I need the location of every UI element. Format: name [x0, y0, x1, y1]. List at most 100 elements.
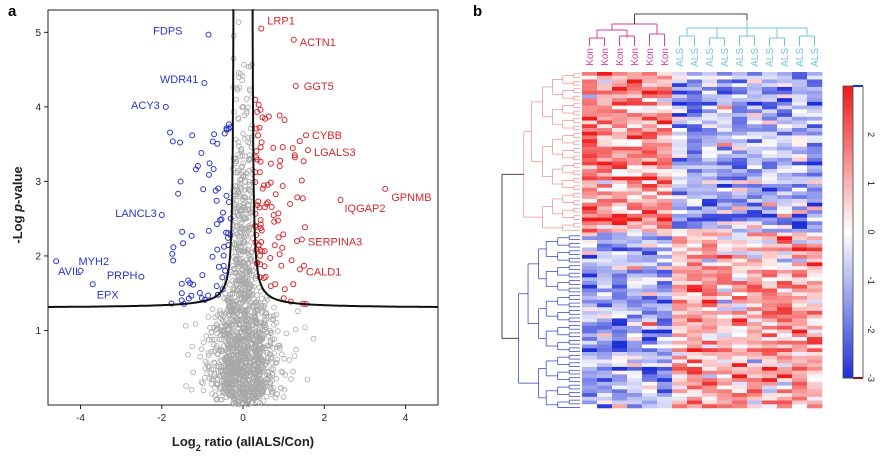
nonsignificant-point	[236, 74, 242, 81]
heatmap-cell	[597, 348, 613, 353]
nonsignificant-point	[246, 222, 252, 229]
heatmap-cell	[777, 113, 793, 118]
heatmap-cell	[687, 366, 703, 371]
nonsignificant-points	[182, 19, 317, 408]
heatmap-cell	[687, 146, 703, 151]
heatmap-cell	[777, 225, 793, 230]
heatmap-cell	[732, 116, 748, 121]
significant-point	[300, 158, 307, 165]
heatmap-cell	[777, 329, 793, 334]
significant-points	[53, 25, 389, 307]
heatmap-cell	[642, 333, 658, 338]
heatmap-cell	[687, 344, 703, 349]
nonsignificant-point	[246, 214, 252, 221]
heatmap-cell	[627, 299, 643, 304]
heatmap-cell	[762, 366, 778, 371]
heatmap-cell	[732, 172, 748, 177]
nonsignificant-point	[240, 204, 247, 211]
heatmap-cell	[612, 247, 628, 252]
heatmap-cell	[762, 90, 778, 95]
heatmap-cell	[717, 243, 733, 248]
heatmap-cell	[777, 370, 793, 375]
heatmap-cell	[597, 254, 613, 259]
heatmap-cell	[702, 98, 718, 103]
heatmap-cell	[657, 273, 673, 278]
heatmap-cell	[792, 254, 808, 259]
significant-point	[281, 286, 288, 293]
significant-point	[288, 257, 295, 264]
heatmap-cell	[807, 378, 823, 383]
heatmap-cell	[792, 363, 808, 368]
heatmap-cell	[687, 307, 703, 312]
heatmap-cell	[582, 217, 598, 222]
heatmap-cell	[732, 284, 748, 289]
nonsignificant-point	[280, 394, 287, 400]
heatmap-cell	[657, 202, 673, 207]
heatmap-cell	[792, 221, 808, 226]
heatmap-cell	[732, 299, 748, 304]
nonsignificant-point	[185, 351, 191, 358]
heatmap-cell	[582, 318, 598, 323]
significant-point	[199, 272, 206, 279]
nonsignificant-point	[209, 376, 215, 383]
heatmap-cell	[612, 355, 628, 360]
heatmap-cell	[762, 381, 778, 386]
heatmap-cell	[687, 325, 703, 330]
heatmap-cell	[777, 221, 793, 226]
heatmap-cell	[657, 113, 673, 118]
heatmap-cell	[657, 333, 673, 338]
colorbar-swatch	[843, 124, 853, 128]
heatmap-cell	[672, 75, 688, 80]
colorbar-swatch	[843, 214, 853, 218]
heatmap-cell	[627, 381, 643, 386]
heatmap-cell	[657, 128, 673, 133]
heatmap-cell	[747, 154, 763, 159]
colorbar-swatch	[843, 178, 853, 182]
colorbar-swatch	[843, 141, 853, 145]
heatmap-cell	[747, 232, 763, 237]
heatmap-cell	[672, 139, 688, 144]
heatmap-cell	[702, 128, 718, 133]
heatmap-cell	[612, 86, 628, 91]
nonsignificant-point	[269, 372, 276, 379]
heatmap-cell	[792, 348, 808, 353]
colorbar-swatch	[843, 129, 853, 133]
heatmap-cell	[747, 344, 763, 349]
heatmap-cell	[807, 303, 823, 308]
heatmap-cell	[642, 94, 658, 99]
heatmap-cell	[807, 277, 823, 282]
significant-point	[217, 217, 224, 223]
heatmap-cell	[672, 180, 688, 185]
heatmap-cell	[762, 240, 778, 245]
heatmap-cell	[747, 329, 763, 334]
heatmap-cell	[792, 90, 808, 95]
column-label: ALS	[795, 48, 806, 67]
nonsignificant-point	[286, 357, 293, 363]
heatmap-cell	[672, 310, 688, 315]
heatmap-cell	[732, 340, 748, 345]
heatmap-cell	[807, 157, 823, 162]
colorbar-swatch	[843, 278, 853, 282]
nonsignificant-point	[233, 391, 240, 398]
heatmap-cell	[582, 198, 598, 203]
heatmap-cell	[627, 254, 643, 259]
heatmap-cell	[747, 116, 763, 121]
heatmap-cell	[672, 195, 688, 200]
colorbar-swatch	[843, 103, 853, 106]
heatmap-cell	[657, 139, 673, 144]
nonsignificant-point	[182, 322, 189, 329]
heatmap-cell	[612, 258, 628, 263]
heatmap-cell	[627, 396, 643, 401]
nonsignificant-point	[251, 338, 258, 344]
heatmap-cell	[627, 217, 643, 222]
heatmap-cell	[777, 198, 793, 203]
heatmap-cell	[657, 296, 673, 301]
heatmap-cell	[627, 169, 643, 174]
heatmap-cell	[717, 202, 733, 207]
heatmap-cell	[792, 247, 808, 252]
heatmap-cell	[672, 292, 688, 297]
nonsignificant-point	[251, 283, 257, 290]
heatmap-cell	[642, 277, 658, 282]
nonsignificant-point	[248, 255, 255, 262]
heatmap-cell	[582, 180, 598, 185]
